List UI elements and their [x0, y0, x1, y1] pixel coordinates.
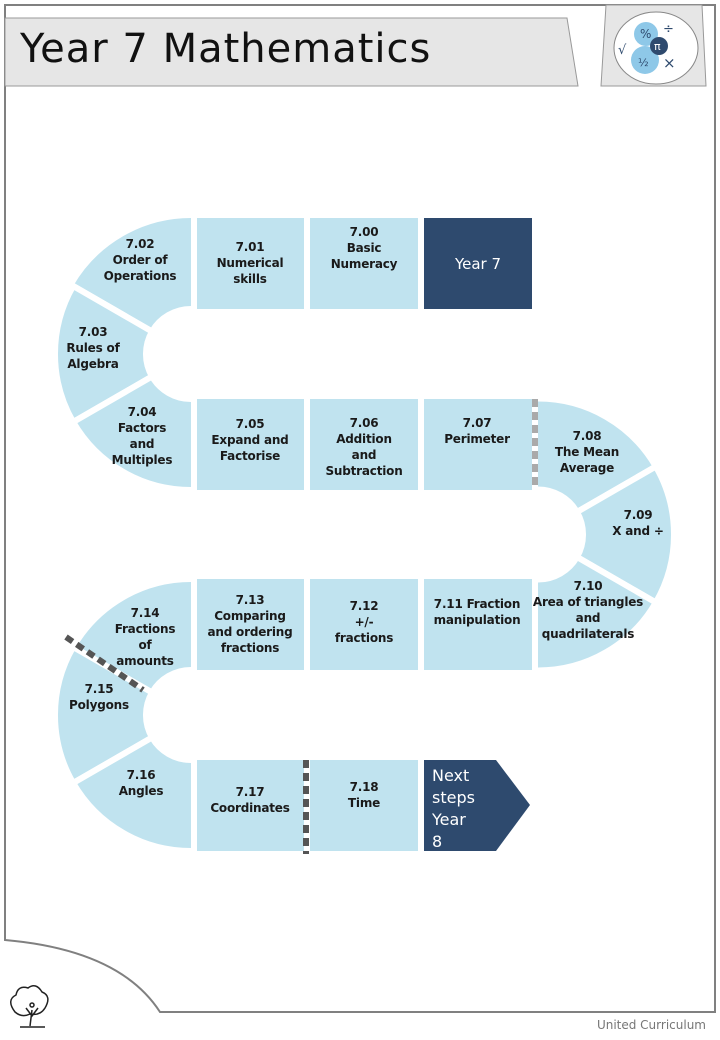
next-steps-label: Next steps Year 8 — [432, 766, 475, 851]
svg-text:×: × — [663, 54, 676, 72]
svg-text:√: √ — [618, 43, 627, 58]
tile-label: 7.05 Expand and Factorise — [211, 417, 289, 463]
tile-label: 7.14 Fractions of amounts — [114, 606, 176, 668]
tile-7-04[interactable] — [69, 372, 197, 493]
next-steps-arrow[interactable] — [424, 760, 530, 851]
tile-7-00[interactable] — [304, 212, 424, 315]
tile-7-16[interactable] — [69, 733, 197, 854]
tile-label: 7.18 Time — [347, 780, 381, 810]
svg-text:%: % — [640, 27, 651, 41]
start-tile-year-7[interactable] — [424, 218, 532, 309]
milestone-divider — [64, 634, 145, 693]
tile-label: 7.03 Rules of Algebra — [66, 325, 120, 371]
tile-7-07[interactable] — [418, 393, 538, 496]
svg-text:½: ½ — [638, 56, 649, 69]
tile-7-10[interactable] — [532, 552, 660, 674]
tile-label: 7.17 Coordinates — [210, 785, 290, 815]
page-frame — [4, 4, 716, 1013]
tile-label: 7.06 Addition and Subtraction — [325, 416, 403, 478]
start-label: Year 7 — [454, 254, 502, 273]
tree-person-logo-icon — [10, 985, 49, 1028]
tile-7-02[interactable] — [66, 212, 197, 336]
tile-7-18[interactable] — [304, 754, 424, 857]
tile-7-05[interactable] — [191, 393, 310, 496]
footer-brand: United Curriculum — [596, 1018, 706, 1032]
tile-label: 7.01 Numerical skills — [216, 240, 284, 286]
svg-text:÷: ÷ — [663, 22, 674, 37]
page-title: Year 7 Mathematics — [20, 26, 432, 72]
maths-symbols-icon: % π ½ √ ÷ × — [613, 11, 699, 85]
tile-label: 7.00 Basic Numeracy — [330, 225, 398, 271]
tile-label: 7.10 Area of triangles and quadrilateral… — [532, 579, 644, 641]
tile-label: 7.09 X and ÷ — [612, 508, 664, 538]
svg-text:π: π — [654, 40, 661, 53]
title-banner — [4, 17, 579, 87]
tile-label: 7.11 Fraction manipulation — [433, 597, 521, 627]
tile-label: 7.08 The Mean Average — [554, 429, 620, 475]
tile-label: 7.02 Order of Operations — [103, 237, 177, 283]
tile-label: 7.04 Factors and Multiples — [111, 405, 173, 467]
tile-label: 7.12 +/- fractions — [334, 599, 394, 645]
tile-label: 7.13 Comparing and ordering fractions — [207, 593, 293, 655]
tile-label: 7.07 Perimeter — [444, 416, 510, 446]
tile-label: 7.15 Polygons — [69, 682, 129, 712]
tile-label: 7.16 Angles — [118, 768, 164, 798]
tile-7-17[interactable] — [191, 754, 310, 857]
